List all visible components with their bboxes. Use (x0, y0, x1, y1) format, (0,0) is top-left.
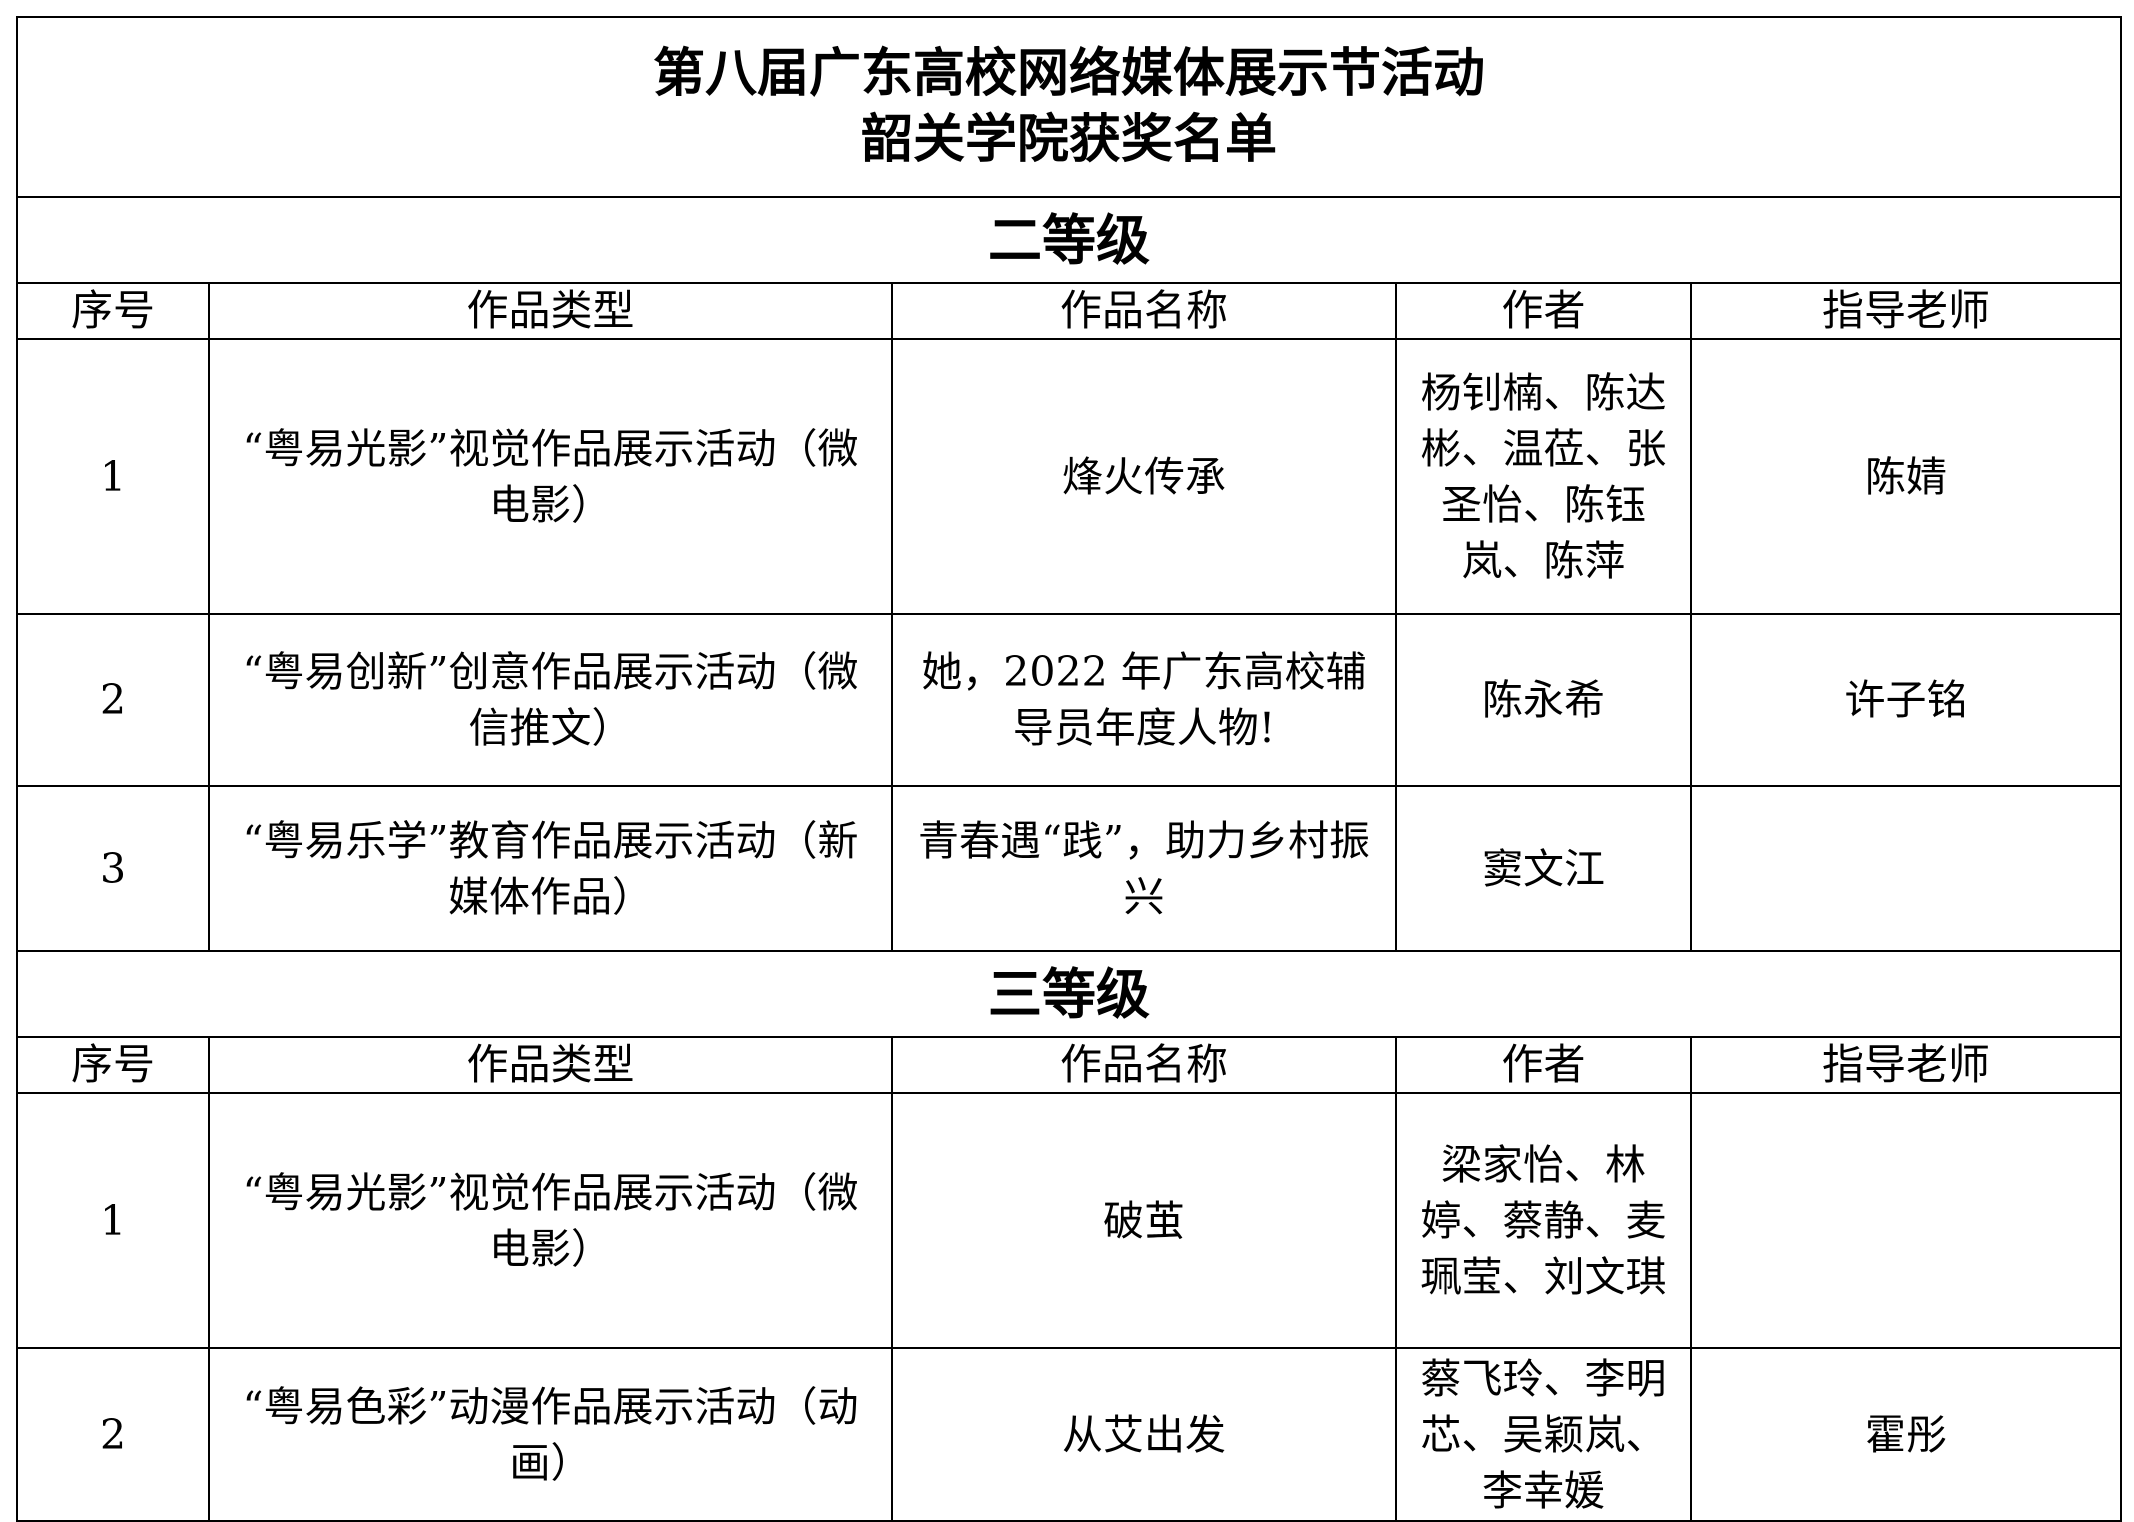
column-header-advisor: 指导老师 (1689, 1036, 2123, 1094)
cell-work-type: “粤易乐学”教育作品展示活动（新媒体作品） (208, 785, 893, 952)
cell-authors: 窦文江 (1395, 785, 1692, 952)
cell-serial-number: 2 (16, 613, 210, 787)
cell-work-type: “粤易创新”创意作品展示活动（微信推文） (208, 613, 893, 787)
cell-serial-number: 1 (16, 338, 210, 615)
cell-serial-number: 3 (16, 785, 210, 952)
cell-advisor: 霍彤 (1689, 1347, 2123, 1522)
column-header-work-name: 作品名称 (891, 1036, 1397, 1094)
section-heading: 三等级 (15, 950, 2123, 1038)
cell-advisor (1689, 1092, 2123, 1349)
cell-authors: 梁家怡、林婷、蔡静、麦珮莹、刘文琪 (1395, 1092, 1692, 1349)
cell-work-name: 青春遇“践”，助力乡村振兴 (891, 785, 1397, 952)
cell-work-type: “粤易色彩”动漫作品展示活动（动画） (208, 1347, 893, 1522)
column-header-work-name: 作品名称 (891, 282, 1397, 340)
column-header-work-type: 作品类型 (208, 1036, 893, 1094)
header-row: 序号 作品类型 作品名称 作者 指导老师 (16, 282, 2123, 340)
table-row: 2 “粤易色彩”动漫作品展示活动（动画） 从艾出发 蔡飞玲、李明芯、吴颖岚、李幸媛 霍彤 (16, 1347, 2123, 1522)
cell-advisor: 许子铭 (1689, 613, 2123, 787)
column-header-advisor: 指导老师 (1689, 282, 2123, 340)
cell-serial-number: 2 (16, 1347, 210, 1522)
cell-advisor (1689, 785, 2123, 952)
cell-work-name: 从艾出发 (891, 1347, 1397, 1522)
cell-authors: 杨钊楠、陈达彬、温莅、张圣怡、陈钰岚、陈萍 (1395, 338, 1692, 615)
title-line-2: 韶关学院获奖名单 (861, 109, 1278, 170)
award-list-table: 第八届广东高校网络媒体展示节活动 韶关学院获奖名单 二等级 序号 作品类型 作品名称作… (15, 16, 2123, 1522)
cell-authors: 蔡飞玲、李明芯、吴颖岚、李幸媛 (1395, 1347, 1692, 1522)
cell-work-name: 烽火传承 (891, 338, 1397, 615)
cell-advisor: 陈婧 (1689, 338, 2123, 615)
header-row: 序号 作品类型 作品名称 作者 指导老师 (16, 1036, 2123, 1094)
cell-work-name: 她，2022 年广东高校辅导员年度人物! (891, 613, 1397, 787)
cell-work-type: “粤易光影”视觉作品展示活动（微电影） (208, 338, 893, 615)
table-row: 3 “粤易乐学”教育作品展示活动（新媒体作品） 青春遇“践”，助力乡村振兴 窦文江 (16, 785, 2123, 952)
column-header-work-type: 作品类型 (208, 282, 893, 340)
column-header-authors: 作者 (1395, 282, 1692, 340)
cell-authors: 陈永希 (1395, 613, 1692, 787)
table-row: 1 “粤易光影”视觉作品展示活动（微电影） 破茧 梁家怡、林婷、蔡静、麦珮莹、刘文琪 (16, 1092, 2123, 1349)
column-header-authors: 作者 (1395, 1036, 1692, 1094)
column-header-serial-number: 序号 (16, 1036, 210, 1094)
section-heading: 二等级 (15, 196, 2123, 284)
title-line-1: 第八届广东高校网络媒体展示节活动 (653, 43, 1486, 104)
document-title: 第八届广东高校网络媒体展示节活动 韶关学院获奖名单 (15, 16, 2123, 198)
cell-work-type: “粤易光影”视觉作品展示活动（微电影） (208, 1092, 893, 1349)
cell-serial-number: 1 (16, 1092, 210, 1349)
column-header-serial-number: 序号 (16, 282, 210, 340)
cell-work-name: 破茧 (891, 1092, 1397, 1349)
table-row: 2 “粤易创新”创意作品展示活动（微信推文） 她，2022 年广东高校辅导员年度人物… (16, 613, 2123, 787)
table-row: 1 “粤易光影”视觉作品展示活动（微电影） 烽火传承 杨钊楠、陈达彬、温莅、张圣怡、陈… (16, 338, 2123, 615)
